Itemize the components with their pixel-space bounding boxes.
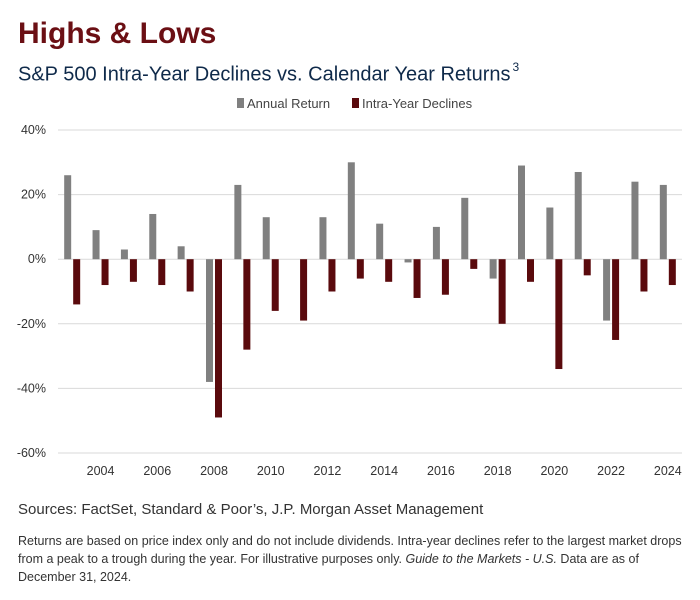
x-tick-label-2010: 2010 [257,464,285,478]
x-tick-label-2014: 2014 [370,464,398,478]
x-tick-label-2008: 2008 [200,464,228,478]
footnote: Returns are based on price index only an… [18,532,682,586]
intra-year-decline-bar-2006 [158,259,166,286]
intra-year-decline-bar-2003 [73,259,81,305]
intra-year-decline-bar-2014 [385,259,393,282]
legend-swatch-annual-return [237,98,244,108]
annual-return-bar-2019 [518,165,525,260]
intra-year-decline-bar-2010 [271,259,279,311]
annual-return-bar-2009 [234,184,242,260]
annual-return-bar-2014 [376,223,384,260]
intra-year-decline-bar-2012 [328,259,336,292]
intra-year-decline-bar-2024 [668,259,676,286]
x-tick-label-2018: 2018 [484,464,512,478]
bar-chart: Annual Return Intra-Year Declines -60% -40… [17,96,682,478]
intra-year-decline-bar-2023 [640,259,648,292]
x-tick-label-2024: 2024 [654,464,682,478]
bars [64,162,676,418]
y-axis: -60% -40% -20% 0% 20% 40% [17,123,46,460]
x-tick-label-2006: 2006 [143,464,171,478]
intra-year-decline-bar-2011 [300,259,308,321]
y-tick-label: -60% [17,446,46,460]
x-axis: 2004 2006 2008 2010 2012 2014 2016 2018 2020 2022… [87,464,682,478]
annual-return-bar-2022 [603,259,611,321]
x-tick-label-2012: 2012 [314,464,342,478]
annual-return-bar-2010 [262,217,270,260]
annual-return-bar-2005 [120,249,128,260]
footnote-text: Returns are based on price index only an… [18,534,682,566]
annual-return-bar-2020 [546,207,554,260]
annual-return-bar-2015 [404,259,412,263]
intra-year-decline-bar-2005 [129,259,137,282]
intra-year-decline-bar-2004 [101,259,109,286]
intra-year-decline-bar-2009 [243,259,251,350]
legend-label-intra-year-declines: Intra-Year Declines [362,96,473,111]
intra-year-decline-bar-2018 [498,259,506,324]
annual-return-bar-2008 [206,259,213,382]
intra-year-decline-bar-2013 [356,259,364,279]
chart-subtitle: S&P 500 Intra-Year Declines vs. Calendar… [18,56,519,88]
annual-return-bar-2016 [432,226,440,260]
intra-year-decline-bar-2016 [441,259,449,295]
annual-return-bar-2018 [489,259,497,279]
annual-return-bar-2006 [149,213,157,260]
annual-return-bar-2023 [631,181,639,260]
annual-return-bar-2013 [347,162,355,260]
intra-year-decline-bar-2022 [612,259,620,340]
intra-year-decline-bar-2008 [215,259,222,418]
x-tick-label-2020: 2020 [540,464,568,478]
intra-year-decline-bar-2020 [555,259,563,370]
gridlines [58,129,682,454]
annual-return-bar-2024 [659,184,667,260]
intra-year-decline-bar-2015 [413,259,421,298]
sources-line: Sources: FactSet, Standard & Poor’s, J.P… [18,501,484,518]
y-tick-label: 40% [21,123,46,137]
annual-return-bar-2012 [319,217,327,260]
y-tick-label: 0% [28,252,46,266]
annual-return-bar-2017 [461,197,469,260]
annual-return-bar-2004 [92,230,100,260]
chart-title: Highs & Lows [18,17,217,50]
guide-title: Guide to the Markets - U.S. [405,552,557,566]
legend-label-annual-return: Annual Return [247,96,330,111]
footnote-marker: 3 [512,60,520,74]
annual-return-bar-2003 [64,175,72,260]
intra-year-decline-bar-2017 [470,259,478,269]
footnote-date: Data are as of December 31, 2024. [18,552,639,584]
x-tick-label-2016: 2016 [427,464,455,478]
intra-year-decline-bar-2007 [186,259,194,292]
y-tick-label: -20% [17,317,46,331]
intra-year-decline-bar-2021 [583,259,591,276]
subtitle-text: S&P 500 Intra-Year Declines vs. Calendar… [18,63,511,86]
legend-swatch-intra-year-declines [352,98,359,108]
y-tick-label: -40% [17,381,46,395]
x-tick-label-2004: 2004 [87,464,115,478]
intra-year-decline-bar-2019 [527,259,534,282]
annual-return-bar-2021 [574,171,582,260]
annual-return-bar-2007 [177,246,185,260]
legend: Annual Return Intra-Year Declines [237,96,473,111]
y-tick-label: 20% [21,188,46,202]
x-tick-label-2022: 2022 [597,464,625,478]
